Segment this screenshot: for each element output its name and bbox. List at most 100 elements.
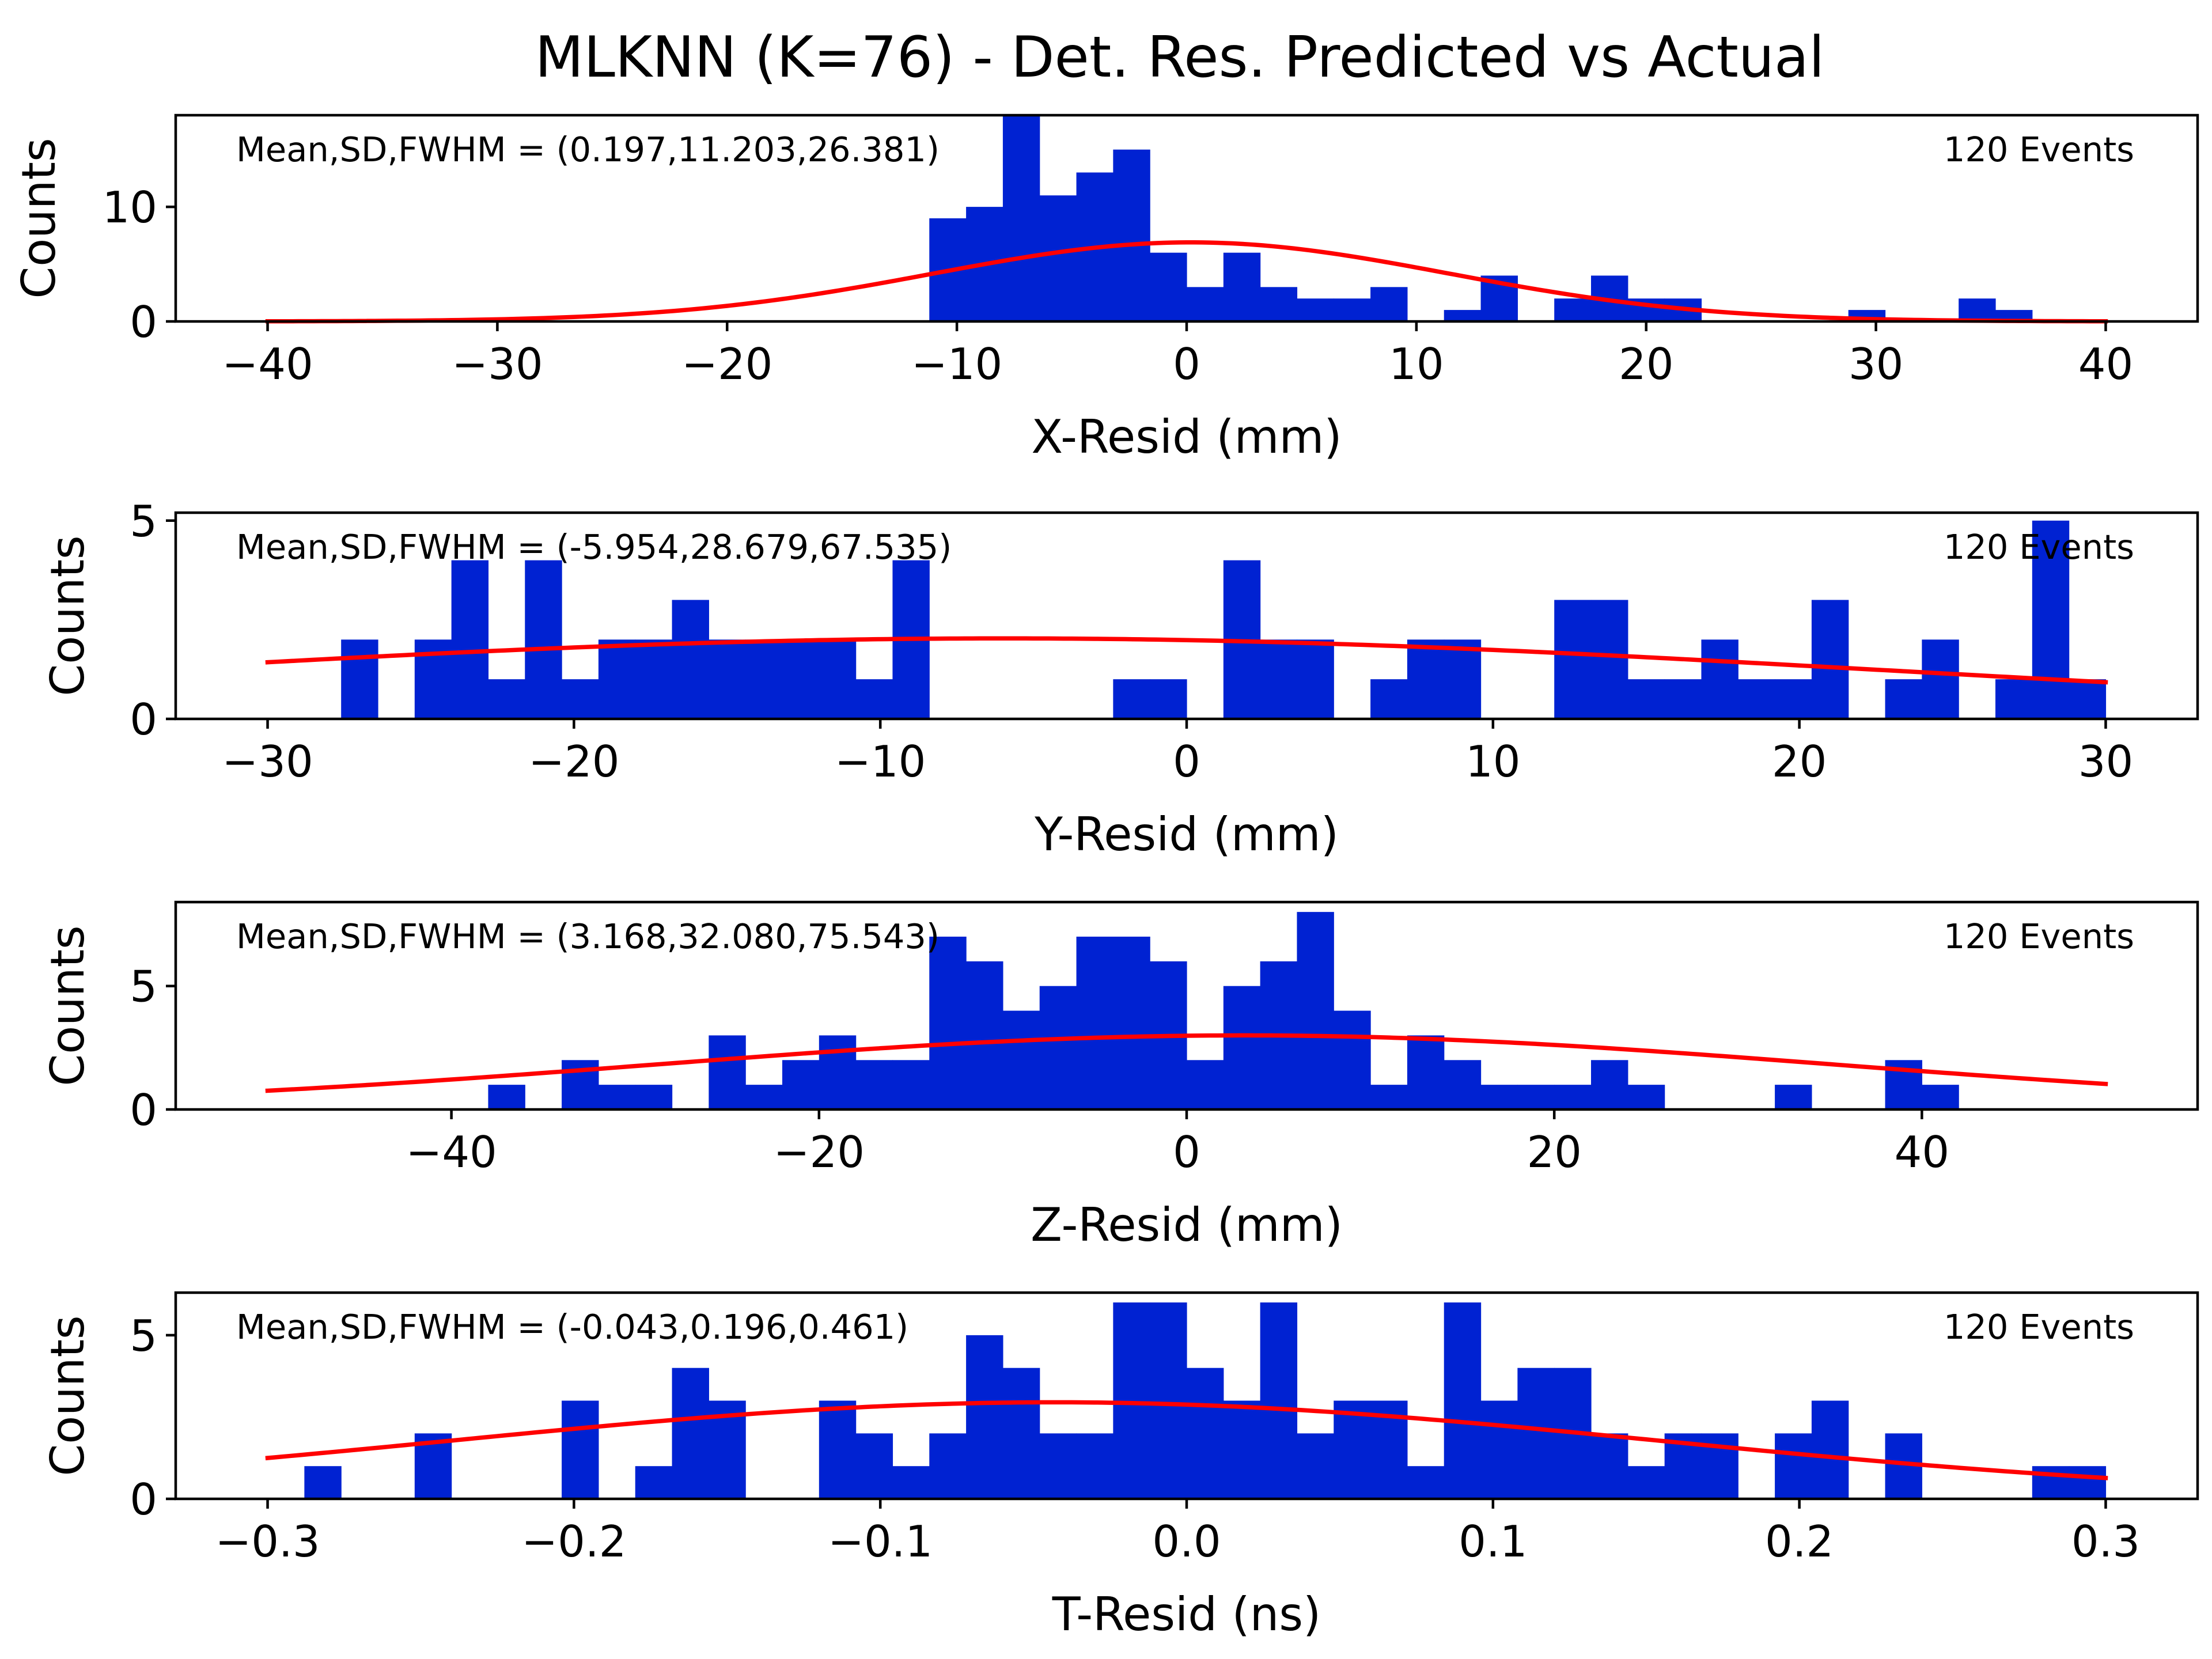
histogram-bar: [304, 1466, 342, 1499]
x-axis-label: Z-Resid (mm): [1031, 1198, 1343, 1252]
histogram-bar: [1922, 1085, 1959, 1109]
histogram-bar: [1885, 679, 1922, 719]
histogram-bar: [929, 937, 967, 1109]
histogram-bar: [1039, 1433, 1077, 1499]
x-tick-label: 20: [1527, 1127, 1581, 1177]
histogram-bar: [1701, 639, 1738, 719]
histogram-bar: [1554, 600, 1592, 719]
histogram-bar: [855, 1060, 893, 1109]
histogram-bar: [1995, 310, 2033, 321]
gaussian-fit-line: [265, 1033, 2108, 1093]
histogram-bar: [1334, 1010, 1371, 1109]
histogram-bar: [1002, 115, 1040, 321]
x-tick-label: −30: [452, 339, 543, 389]
histogram-bar: [635, 1466, 673, 1499]
y-tick-label: 5: [130, 496, 157, 547]
y-axis-label: Counts: [41, 1315, 94, 1476]
histogram-bar: [1627, 679, 1665, 719]
histogram-bar: [1407, 1466, 1445, 1499]
x-tick-label: −30: [222, 736, 313, 787]
histogram-panel: −40 −20 0 20 40 0 5 Z-Resid (mm) Counts Mean,SD,F…: [41, 900, 2199, 1252]
histogram-bar: [1002, 1010, 1040, 1109]
histogram-bar: [855, 679, 893, 719]
histogram-bar: [1113, 1302, 1150, 1499]
y-axis-label: Counts: [41, 925, 94, 1086]
histogram-bar: [635, 639, 673, 719]
x-tick-label: −0.2: [521, 1516, 626, 1567]
histogram-bar: [1627, 1466, 1665, 1499]
histogram-bar: [709, 1035, 746, 1109]
histogram-bar: [672, 1368, 709, 1499]
x-tick-label: −0.3: [215, 1516, 320, 1567]
histogram-bar: [1407, 1035, 1445, 1109]
histogram-bar: [819, 1035, 857, 1109]
y-axis-label: Counts: [12, 138, 66, 298]
histogram-bar: [2032, 520, 2070, 719]
y-tick-label: 10: [103, 182, 157, 233]
x-tick-label: 0: [1173, 736, 1200, 787]
histogram-bar: [1775, 1433, 1812, 1499]
x-tick-label: −20: [528, 736, 619, 787]
histogram-bar: [1922, 639, 1959, 719]
x-tick-label: 40: [1895, 1127, 1949, 1177]
histogram-bar: [1334, 298, 1371, 321]
x-tick-label: −40: [222, 339, 313, 389]
histogram-bar: [1480, 1400, 1518, 1499]
histogram-panel: −30 −20 −10 0 10 20 30 0 5 Y-Resid (mm) Counts Mean…: [41, 496, 2199, 861]
histogram-panel: −0.3 −0.2 −0.1 0.0 0.1 0.2 0.3 0 5 T-Resid (ns) Co…: [41, 1291, 2199, 1641]
histogram-bar: [1223, 986, 1261, 1109]
histogram-bar: [1076, 937, 1113, 1109]
histogram-bar: [451, 560, 489, 719]
x-axis-label: X-Resid (mm): [1031, 410, 1342, 464]
figure-title: MLKNN (K=76) - Det. Res. Predicted vs Ac…: [535, 25, 1825, 90]
histogram-panel: −40 −30 −20 −10 0 10 20 30 40 0 10 X-Resid (mm) Coun…: [12, 113, 2199, 464]
histogram-bar: [672, 600, 709, 719]
histogram-bar: [1811, 600, 1849, 719]
histogram-bar: [745, 1085, 783, 1109]
histogram-bar: [1002, 1368, 1040, 1499]
events-count-label: 120 Events: [1944, 527, 2134, 567]
histogram-bar: [1113, 149, 1150, 321]
x-tick-label: 0.3: [2071, 1516, 2140, 1567]
histogram-bar: [1334, 1400, 1371, 1499]
x-tick-label: −10: [911, 339, 1002, 389]
x-tick-label: 0.2: [1765, 1516, 1834, 1567]
histogram-bar: [966, 1335, 1003, 1499]
histogram-bar: [1444, 1060, 1482, 1109]
histogram-bar: [1995, 679, 2033, 719]
y-tick-label: 0: [130, 1474, 157, 1525]
histogram-bar: [1187, 1368, 1224, 1499]
events-count-label: 120 Events: [1944, 130, 2134, 169]
x-tick-label: 10: [1465, 736, 1520, 787]
histogram-bar: [1591, 1433, 1628, 1499]
histogram-bar: [2069, 1466, 2107, 1499]
histogram-bar: [1076, 1433, 1113, 1499]
histogram-bar: [782, 1060, 820, 1109]
histogram-bar: [892, 1060, 930, 1109]
histogram-bar: [1150, 1302, 1187, 1499]
histogram-bar: [782, 639, 820, 719]
histogram-bar: [1150, 679, 1187, 719]
histogram-bar: [1297, 912, 1334, 1109]
y-tick-label: 0: [130, 694, 157, 745]
x-tick-label: 10: [1389, 339, 1444, 389]
histogram-bar: [598, 1085, 636, 1109]
histogram-bar: [819, 1400, 857, 1499]
histogram-bar: [1591, 600, 1628, 719]
x-tick-label: 0: [1173, 1127, 1200, 1177]
histogram-bar: [1297, 1433, 1334, 1499]
stats-annotation: Mean,SD,FWHM = (-5.954,28.679,67.535): [236, 527, 952, 567]
histogram-bar: [1775, 1085, 1812, 1109]
histogram-bar: [1039, 986, 1077, 1109]
stats-annotation: Mean,SD,FWHM = (0.197,11.203,26.381): [236, 130, 940, 169]
histogram-bar: [1223, 1400, 1261, 1499]
x-tick-label: 0.0: [1152, 1516, 1221, 1567]
x-tick-label: 30: [2078, 736, 2133, 787]
gaussian-fit-line: [265, 636, 2108, 685]
histogram-bar: [1407, 639, 1445, 719]
histogram-bar: [1554, 1085, 1592, 1109]
histogram-bar: [855, 1433, 893, 1499]
x-axis-label: T-Resid (ns): [1052, 1588, 1321, 1641]
histogram-bar: [1113, 679, 1150, 719]
histogram-bar: [1260, 1302, 1298, 1499]
